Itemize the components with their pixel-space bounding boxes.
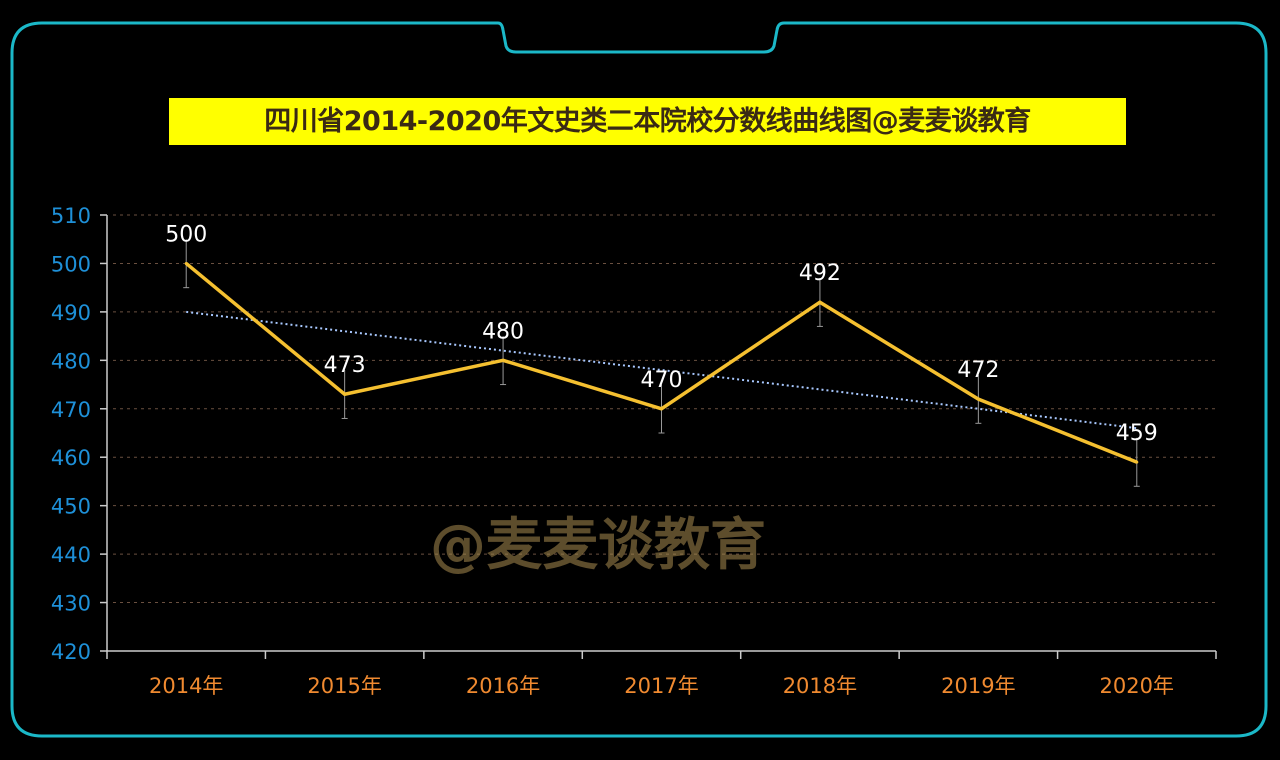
frame-border xyxy=(10,21,1268,738)
y-tick-label: 440 xyxy=(51,543,91,567)
data-point xyxy=(343,392,347,396)
x-tick-label: 2019年 xyxy=(941,674,1015,698)
x-tick-label: 2017年 xyxy=(624,674,698,698)
x-tick-label: 2015年 xyxy=(307,674,381,698)
data-label: 480 xyxy=(482,319,524,344)
data-label: 459 xyxy=(1116,421,1158,446)
x-tick-label: 2018年 xyxy=(783,674,857,698)
data-point xyxy=(501,358,505,362)
data-label: 473 xyxy=(324,353,366,378)
y-tick-label: 430 xyxy=(51,592,91,616)
y-tick-label: 420 xyxy=(51,640,91,664)
data-label: 470 xyxy=(641,368,683,393)
data-label: 472 xyxy=(957,358,999,383)
data-point xyxy=(184,261,188,265)
y-tick-label: 470 xyxy=(51,398,91,422)
x-tick-label: 2014年 xyxy=(149,674,223,698)
y-tick-label: 510 xyxy=(51,204,91,228)
data-label: 492 xyxy=(799,261,841,286)
x-tick-label: 2020年 xyxy=(1100,674,1174,698)
data-point xyxy=(976,397,980,401)
data-label: 500 xyxy=(165,222,207,247)
x-tick-label: 2016年 xyxy=(466,674,540,698)
watermark: @麦麦谈教育 xyxy=(430,513,766,578)
data-point xyxy=(660,407,663,411)
y-tick-label: 450 xyxy=(51,495,91,519)
y-tick-label: 460 xyxy=(51,446,91,470)
chart-title: 四川省2014-2020年文史类二本院校分数线曲线图@麦麦谈教育 xyxy=(169,98,1126,145)
y-tick-label: 490 xyxy=(51,301,91,325)
y-tick-label: 500 xyxy=(51,252,91,276)
y-tick-label: 480 xyxy=(51,349,91,373)
data-point xyxy=(818,300,822,304)
data-point xyxy=(1135,460,1139,464)
